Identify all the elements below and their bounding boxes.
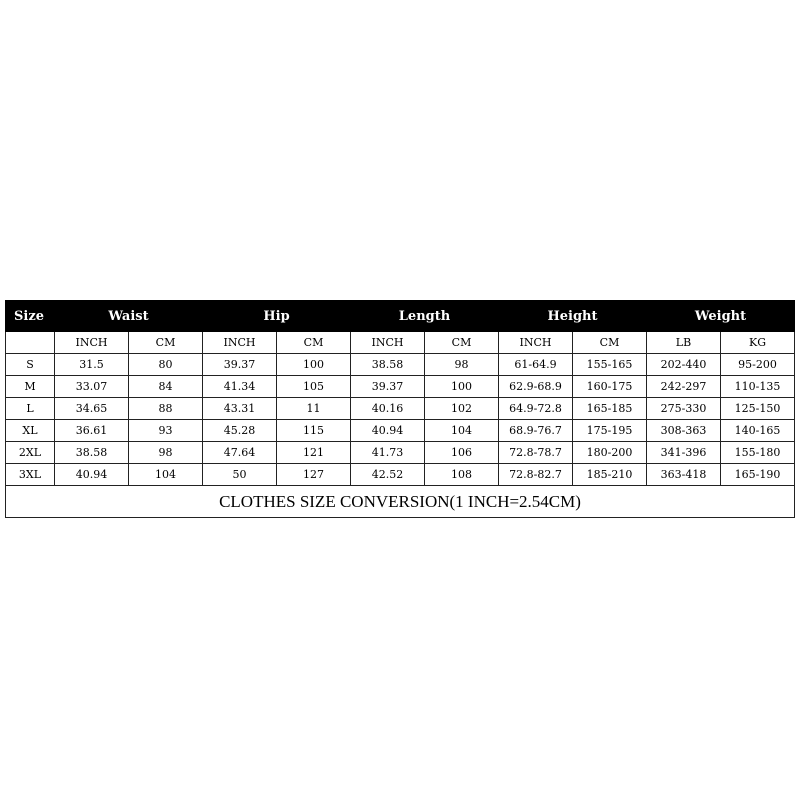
unit-header: CM [276,331,351,354]
table-row: XL 36.61 93 45.28 115 40.94 104 68.9-76.7 175-19… [5,419,795,442]
unit-row: INCH CM INCH CM INCH CM INCH CM LB KG [5,331,795,354]
size-cell: L [5,397,55,420]
value-cell: 105 [276,375,351,398]
value-cell: 62.9-68.9 [498,375,573,398]
value-cell: 33.07 [54,375,129,398]
value-cell: 40.94 [54,463,129,486]
waist-header: Waist [54,300,203,332]
value-cell: 110-135 [720,375,795,398]
value-cell: 88 [128,397,203,420]
value-cell: 38.58 [54,441,129,464]
value-cell: 80 [128,353,203,376]
value-cell: 64.9-72.8 [498,397,573,420]
value-cell: 106 [424,441,499,464]
table-row: S 31.5 80 39.37 100 38.58 98 61-64.9 155-165 202-… [5,353,795,376]
header-row: Size Waist Hip Length Height Weight [5,300,795,332]
unit-header: INCH [202,331,277,354]
unit-header: CM [424,331,499,354]
size-cell: M [5,375,55,398]
length-header: Length [350,300,499,332]
value-cell: 72.8-78.7 [498,441,573,464]
size-cell: XL [5,419,55,442]
value-cell: 40.94 [350,419,425,442]
value-cell: 104 [424,419,499,442]
value-cell: 41.73 [350,441,425,464]
empty-cell [5,331,55,354]
table-row: L 34.65 88 43.31 11 40.16 102 64.9-72.8 165-185 2… [5,397,795,420]
table-row: 3XL 40.94 104 50 127 42.52 108 72.8-82.7 185-210… [5,463,795,486]
size-chart-table: Size Waist Hip Length Height Weight INCH… [5,300,795,518]
value-cell: 42.52 [350,463,425,486]
value-cell: 275-330 [646,397,721,420]
value-cell: 165-185 [572,397,647,420]
table-row: M 33.07 84 41.34 105 39.37 100 62.9-68.9 160-175… [5,375,795,398]
value-cell: 104 [128,463,203,486]
value-cell: 308-363 [646,419,721,442]
unit-header: INCH [54,331,129,354]
unit-header: CM [572,331,647,354]
conversion-caption: CLOTHES SIZE CONVERSION(1 INCH=2.54CM) [5,485,795,518]
value-cell: 38.58 [350,353,425,376]
value-cell: 108 [424,463,499,486]
value-cell: 39.37 [350,375,425,398]
hip-header: Hip [202,300,351,332]
value-cell: 180-200 [572,441,647,464]
value-cell: 72.8-82.7 [498,463,573,486]
value-cell: 121 [276,441,351,464]
value-cell: 127 [276,463,351,486]
unit-header: LB [646,331,721,354]
size-cell: S [5,353,55,376]
value-cell: 341-396 [646,441,721,464]
value-cell: 102 [424,397,499,420]
value-cell: 140-165 [720,419,795,442]
table-row: 2XL 38.58 98 47.64 121 41.73 106 72.8-78.7 180-2… [5,441,795,464]
value-cell: 185-210 [572,463,647,486]
size-cell: 2XL [5,441,55,464]
value-cell: 43.31 [202,397,277,420]
value-cell: 93 [128,419,203,442]
unit-header: CM [128,331,203,354]
value-cell: 242-297 [646,375,721,398]
value-cell: 115 [276,419,351,442]
value-cell: 36.61 [54,419,129,442]
value-cell: 47.64 [202,441,277,464]
value-cell: 31.5 [54,353,129,376]
value-cell: 40.16 [350,397,425,420]
size-cell: 3XL [5,463,55,486]
value-cell: 100 [424,375,499,398]
value-cell: 98 [424,353,499,376]
value-cell: 34.65 [54,397,129,420]
value-cell: 84 [128,375,203,398]
value-cell: 50 [202,463,277,486]
value-cell: 98 [128,441,203,464]
unit-header: INCH [498,331,573,354]
weight-header: Weight [646,300,795,332]
value-cell: 160-175 [572,375,647,398]
height-header: Height [498,300,647,332]
caption-row: CLOTHES SIZE CONVERSION(1 INCH=2.54CM) [5,485,795,518]
value-cell: 95-200 [720,353,795,376]
value-cell: 39.37 [202,353,277,376]
value-cell: 100 [276,353,351,376]
value-cell: 68.9-76.7 [498,419,573,442]
value-cell: 125-150 [720,397,795,420]
value-cell: 41.34 [202,375,277,398]
value-cell: 155-165 [572,353,647,376]
value-cell: 363-418 [646,463,721,486]
unit-header: KG [720,331,795,354]
value-cell: 202-440 [646,353,721,376]
value-cell: 45.28 [202,419,277,442]
value-cell: 155-180 [720,441,795,464]
value-cell: 61-64.9 [498,353,573,376]
size-header: Size [5,300,55,332]
value-cell: 165-190 [720,463,795,486]
unit-header: INCH [350,331,425,354]
value-cell: 11 [276,397,351,420]
value-cell: 175-195 [572,419,647,442]
